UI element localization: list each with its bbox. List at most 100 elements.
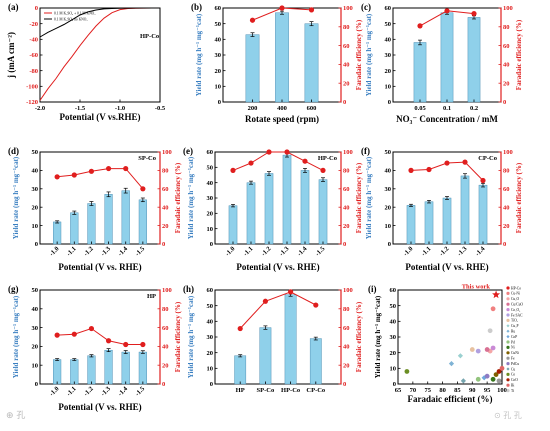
legend-entry: Cu₃P [511, 324, 518, 328]
y-tick-label: 40 [385, 168, 392, 175]
y-tick-label: 30 [207, 195, 214, 202]
y-tick-label: 10 [207, 366, 214, 373]
bar [460, 175, 470, 245]
sample-tag: HP-Co [140, 33, 159, 40]
y2-tick-label: 0 [503, 241, 506, 248]
x-tick-label: -1.5 [75, 105, 86, 112]
legend-swatch [506, 286, 510, 290]
x-axis-label: Potential (V vs. RHE) [405, 262, 488, 272]
y2-tick-label: 0 [343, 99, 346, 106]
x-tick-label: -1.5 [134, 245, 147, 258]
legend-entry: CuNi [511, 351, 519, 355]
y-tick-label: 30 [215, 52, 222, 59]
y2-tick-label: 80 [343, 168, 350, 175]
y-axis-label: Yield rate (mg h⁻¹ mg⁻¹cat) [365, 156, 373, 239]
legend-swatch [506, 335, 510, 339]
bar [70, 359, 79, 385]
x-tick-label: -1.0 [48, 245, 60, 257]
y-tick-label: 10 [32, 223, 39, 230]
legend-entry: Ti [511, 389, 514, 393]
y2-tick-label: 40 [503, 62, 510, 69]
x-tick-label: -1.0 [402, 245, 414, 257]
y-tick-label: 0 [218, 99, 221, 106]
y2-tick-label: 20 [343, 223, 350, 230]
y-tick-label: 10 [385, 84, 392, 91]
panel-label: (h) [183, 284, 194, 294]
y-tick-label: 0 [35, 241, 38, 248]
fe-point [140, 186, 146, 192]
scatter-point-star [492, 290, 501, 299]
x-tick-label: -1.4 [474, 245, 487, 258]
legend-entry: 0.1 M K₂SO₄ + 0.1 M KNO₃ [54, 11, 96, 15]
panel-label: (i) [368, 284, 377, 294]
x-axis-label: Potential (V vs. RHE) [58, 402, 141, 412]
y2-tick-label: 20 [162, 223, 169, 230]
panel-label: (a) [8, 2, 19, 12]
y-tick-label: 30 [32, 325, 39, 332]
legend-swatch [506, 313, 510, 317]
fe-point [417, 23, 423, 29]
fe-line [239, 291, 317, 329]
panel-f: (f) 0 10 20 30 40 50 0 20 40 60 80 100 -1.0 -1.1 -1.2 -1… [361, 146, 523, 272]
fe-point [249, 17, 256, 23]
y2-tick-label: 40 [343, 344, 350, 351]
fe-point [426, 166, 432, 173]
x-tick-label: 200 [248, 105, 258, 112]
y-tick-label: -20 [29, 21, 38, 28]
sample-tag: HP-Co [318, 155, 337, 162]
fe-point [462, 159, 468, 165]
y-tick-label: 40 [207, 180, 214, 187]
legend-swatch [506, 362, 510, 366]
fe-point [230, 167, 236, 173]
bar [53, 359, 62, 385]
y2-axis-label: Faradaic efficiency (%) [515, 19, 523, 90]
x-tick-label: -1.2 [438, 245, 450, 257]
x-tick-label: 65 [395, 387, 402, 394]
y-tick-label: 30 [32, 186, 39, 193]
fe-point [480, 177, 486, 184]
y-tick-label: 50 [32, 149, 39, 156]
legend-swatch [506, 318, 510, 322]
y-axis-label: Yield rate (mg h⁻¹ mg⁻¹cat) [12, 156, 20, 239]
x-tick-label: -1.3 [278, 245, 291, 258]
scatter-point [469, 347, 475, 352]
fe-point [105, 338, 112, 344]
y2-tick-label: 80 [503, 24, 510, 31]
bar [87, 355, 96, 385]
bar [234, 355, 247, 385]
y-tick-label: 40 [390, 319, 397, 326]
panel-d: (d) 0 10 20 30 40 50 0 20 40 60 80 100 -1.0 -1.1 -1.2 -1… [8, 146, 182, 272]
bar [467, 17, 481, 103]
y-axis-label: Yield rate (mg h⁻¹ mg⁻¹cat) [187, 156, 195, 239]
y-tick-label: -80 [29, 68, 38, 75]
y2-tick-label: 60 [343, 186, 350, 193]
legend-entry: Bi [511, 384, 514, 388]
bar [275, 12, 289, 103]
x-tick-label: 80 [439, 387, 446, 394]
x-tick-label: -2.0 [35, 105, 45, 112]
y2-tick-label: 60 [343, 325, 350, 332]
panel-g: (g) 0 10 20 30 40 50 0 20 40 60 80 100 -1.0 -1.1 -1.2 -1… [8, 284, 182, 412]
y2-tick-label: 0 [162, 381, 165, 388]
scatter-point-diamond [460, 378, 466, 384]
x-tick-label: -1.1 [65, 245, 77, 257]
fe-point [54, 332, 60, 338]
y2-axis-label: Faradaic efficiency (%) [174, 301, 182, 372]
y2-tick-label: 80 [162, 168, 169, 175]
panel-h: (h) 0 10 20 30 40 50 60 0 20 40 60 80 100 HP SP-Co HP-Co… [183, 284, 363, 394]
y2-tick-label: 100 [162, 149, 172, 156]
y2-tick-label: 40 [162, 344, 169, 351]
y-tick-label: 40 [32, 168, 39, 175]
y2-tick-label: 20 [503, 223, 510, 230]
fe-point [302, 158, 308, 164]
x-axis-label: Potential (V vs. RHE) [236, 262, 319, 272]
x-tick-label: -1.1 [420, 245, 432, 257]
bar [282, 154, 292, 245]
bar [309, 338, 322, 385]
bar [318, 179, 328, 245]
scatter-point [493, 372, 499, 377]
plot-frame [214, 289, 342, 385]
